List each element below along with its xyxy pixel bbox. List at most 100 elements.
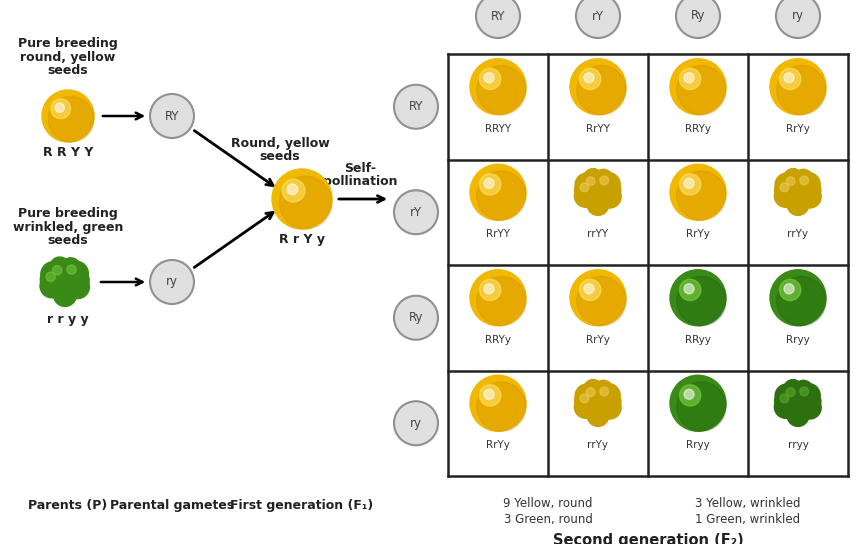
Circle shape: [800, 387, 808, 396]
Circle shape: [52, 265, 62, 275]
Text: RRYy: RRYy: [685, 123, 711, 134]
Circle shape: [775, 392, 792, 410]
Text: Rryy: Rryy: [786, 335, 810, 345]
Text: RrYy: RrYy: [786, 123, 810, 134]
Circle shape: [480, 385, 501, 406]
Circle shape: [470, 375, 526, 431]
Text: rrYy: rrYy: [788, 229, 808, 239]
Circle shape: [570, 59, 626, 115]
Text: seeds: seeds: [48, 64, 88, 77]
Circle shape: [587, 194, 609, 215]
Circle shape: [579, 68, 601, 90]
Circle shape: [394, 296, 438, 340]
Circle shape: [272, 169, 332, 229]
Circle shape: [576, 0, 620, 38]
Circle shape: [575, 181, 592, 199]
Circle shape: [780, 394, 789, 403]
Circle shape: [677, 65, 726, 115]
Circle shape: [796, 384, 820, 407]
Circle shape: [680, 174, 701, 195]
Circle shape: [150, 260, 194, 304]
Circle shape: [775, 384, 799, 407]
Text: Parental gametes: Parental gametes: [110, 499, 234, 512]
Text: pollination: pollination: [323, 176, 397, 189]
Circle shape: [480, 279, 501, 300]
Circle shape: [594, 169, 613, 188]
Circle shape: [796, 172, 820, 196]
Circle shape: [676, 0, 720, 38]
Circle shape: [477, 276, 526, 326]
Circle shape: [470, 164, 526, 220]
Circle shape: [470, 59, 526, 115]
Text: Self-: Self-: [344, 163, 376, 176]
Text: rY: rY: [410, 206, 422, 219]
Circle shape: [786, 388, 795, 397]
Circle shape: [780, 279, 801, 300]
Circle shape: [600, 176, 608, 185]
Circle shape: [677, 276, 726, 326]
Text: RY: RY: [491, 9, 505, 22]
Text: 3 Yellow, wrinkled: 3 Yellow, wrinkled: [695, 498, 801, 510]
Circle shape: [604, 182, 621, 199]
Text: rryy: rryy: [788, 440, 808, 450]
Circle shape: [579, 279, 601, 300]
Circle shape: [477, 382, 526, 431]
Circle shape: [784, 73, 795, 83]
Circle shape: [42, 90, 94, 142]
Text: Parents (P): Parents (P): [28, 499, 107, 512]
Circle shape: [770, 59, 826, 115]
Circle shape: [680, 385, 701, 406]
Circle shape: [782, 387, 814, 419]
Text: seeds: seeds: [48, 233, 88, 246]
Circle shape: [684, 178, 694, 188]
Text: r r y y: r r y y: [47, 312, 89, 325]
Circle shape: [394, 401, 438, 445]
Circle shape: [287, 184, 298, 195]
Circle shape: [394, 190, 438, 234]
Circle shape: [584, 73, 594, 83]
Circle shape: [804, 393, 821, 410]
Circle shape: [394, 85, 438, 129]
Circle shape: [775, 181, 792, 199]
Circle shape: [470, 270, 526, 326]
Text: Round, yellow: Round, yellow: [231, 138, 329, 151]
Circle shape: [279, 176, 332, 229]
Circle shape: [670, 270, 726, 326]
Circle shape: [775, 173, 799, 197]
Text: RY: RY: [408, 100, 423, 113]
Circle shape: [480, 174, 501, 195]
Circle shape: [670, 375, 726, 431]
Text: wrinkled, green: wrinkled, green: [13, 220, 124, 233]
Text: RrYy: RrYy: [686, 229, 710, 239]
Circle shape: [780, 183, 789, 191]
Circle shape: [480, 68, 501, 90]
Circle shape: [53, 283, 76, 306]
Text: Ry: Ry: [408, 311, 423, 324]
Circle shape: [670, 59, 726, 115]
Circle shape: [40, 274, 64, 298]
Circle shape: [794, 380, 813, 399]
Circle shape: [582, 387, 614, 419]
Circle shape: [580, 183, 589, 191]
Circle shape: [477, 65, 526, 115]
Circle shape: [783, 169, 802, 187]
Circle shape: [48, 265, 82, 299]
Circle shape: [775, 184, 797, 207]
Circle shape: [782, 176, 814, 208]
Circle shape: [150, 94, 194, 138]
Circle shape: [680, 279, 701, 300]
Circle shape: [775, 395, 797, 418]
Circle shape: [55, 103, 64, 113]
Circle shape: [783, 380, 802, 398]
Circle shape: [484, 284, 494, 294]
Circle shape: [570, 270, 626, 326]
Text: RRyy: RRyy: [685, 335, 711, 345]
Circle shape: [575, 173, 599, 197]
Text: 1 Green, wrinkled: 1 Green, wrinkled: [696, 514, 801, 527]
Text: Rryy: Rryy: [686, 440, 710, 450]
Circle shape: [684, 284, 694, 294]
Text: ry: ry: [792, 9, 804, 22]
Circle shape: [596, 384, 620, 407]
Circle shape: [596, 172, 620, 196]
Circle shape: [46, 272, 56, 281]
